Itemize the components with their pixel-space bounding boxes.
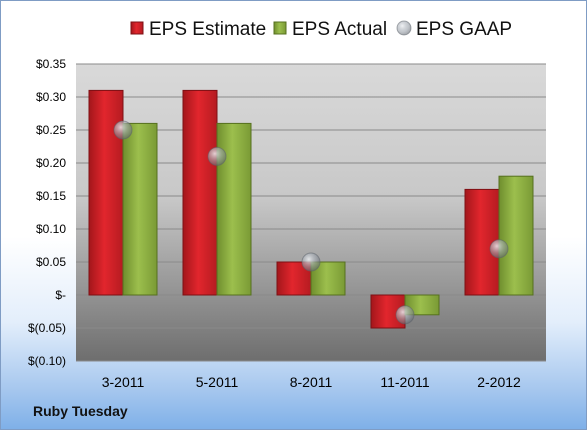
x-tick-label: 3-2011 [102,374,145,390]
y-tick-label: $0.05 [36,255,66,269]
legend-label: EPS Estimate [149,19,266,40]
gaap-marker [301,252,321,272]
actual-bar [498,175,534,296]
y-tick-label: $(0.05) [28,321,66,335]
y-tick-label: $0.15 [36,189,66,203]
gaap-marker [113,120,133,140]
gaap-marker [489,239,509,259]
y-tick-label: $0.30 [36,90,66,104]
gaap-marker [395,305,415,325]
actual-bar [122,122,158,296]
y-tick-label: $0.20 [36,156,66,170]
y-tick-label: $0.35 [36,57,66,71]
estimate-bar [464,188,500,296]
legend-label: EPS GAAP [416,19,512,40]
y-tick-label: $0.25 [36,123,66,137]
x-tick-label: 5-2011 [196,374,239,390]
legend-swatch-estimate [130,21,144,35]
y-tick-label: $0.10 [36,222,66,236]
y-tick-label: $(0.10) [28,354,66,368]
legend-swatch-actual [273,21,287,35]
x-tick-label: 8-2011 [290,374,333,390]
x-tick-label: 11-2011 [380,374,430,390]
y-axis-ticks: $0.35 $0.30 $0.25 $0.20 $0.15 $0.10 $0.05 $- $(0… [28,57,66,368]
gaap-marker [207,146,227,166]
company-name: Ruby Tuesday [33,403,128,419]
estimate-bar [370,294,406,329]
gaap-markers [113,120,509,325]
y-tick-label: $- [55,288,66,302]
actual-bar [404,294,440,316]
legend-label: EPS Actual [292,19,387,40]
x-tick-label: 2-2012 [477,374,521,390]
estimate-bar [182,89,218,296]
legend: EPS Estimate EPS Actual EPS GAAP [130,19,512,40]
legend-swatch-gaap [396,20,412,36]
estimate-bar [88,89,124,296]
x-axis-ticks: 3-2011 5-2011 8-2011 11-2011 2-2012 [102,374,521,390]
